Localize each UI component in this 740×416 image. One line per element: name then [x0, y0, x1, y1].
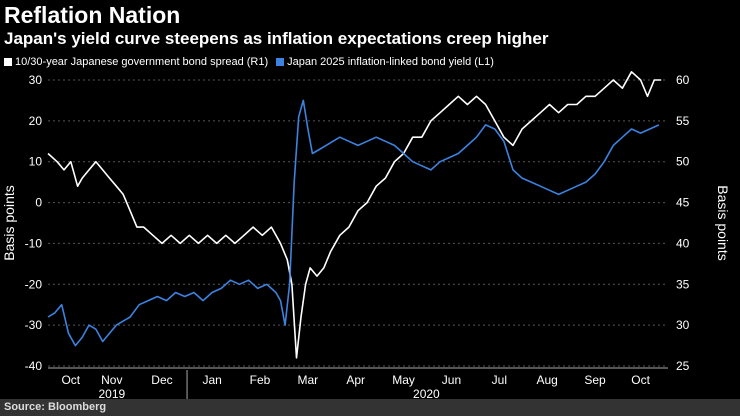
legend-item-inflation: Japan 2025 inflation-linked bond yield (… — [276, 56, 494, 68]
source-bar — [0, 399, 740, 416]
y-right-tick-label: 50 — [676, 155, 690, 169]
series-line-inflation — [47, 99, 660, 347]
x-tick-label: Oct — [61, 373, 80, 387]
y-left-tick-label: 20 — [29, 114, 43, 128]
x-tick-label: Sep — [584, 373, 606, 387]
y-right-tick-label: 35 — [676, 277, 690, 291]
y-left-tick-label: -40 — [25, 359, 43, 373]
x-tick-label: Oct — [631, 373, 650, 387]
x-year-label: 2019 — [98, 387, 125, 401]
y-right-tick-label: 40 — [676, 236, 690, 250]
x-tick-label: May — [392, 373, 415, 387]
y-left-tick-label: -20 — [25, 277, 43, 291]
y-left-tick-label: -30 — [25, 318, 43, 332]
series-line-spread — [47, 71, 662, 359]
y-right-tick-label: 60 — [676, 73, 690, 87]
y-right-axis-title: Basis points — [715, 185, 731, 260]
y-left-tick-label: 30 — [29, 73, 43, 87]
x-tick-label: Jun — [442, 373, 461, 387]
chart-subtitle: Japan's yield curve steepens as inflatio… — [4, 29, 549, 48]
y-left-axis-title: Basis points — [1, 185, 17, 260]
legend-item-spread: 10/30-year Japanese government bond spre… — [4, 56, 268, 68]
x-tick-label: Feb — [250, 373, 271, 387]
x-year-label: 2020 — [413, 387, 440, 401]
x-tick-label: Jan — [202, 373, 221, 387]
legend-swatch-white — [4, 58, 12, 66]
chart-title: Reflation Nation — [4, 2, 181, 28]
legend-swatch-blue — [276, 58, 285, 66]
y-right-tick-label: 30 — [676, 318, 690, 332]
x-tick-label: Jul — [492, 373, 507, 387]
y-left-tick-label: -10 — [25, 236, 43, 250]
x-tick-label: Mar — [298, 373, 319, 387]
y-right-tick-label: 45 — [676, 196, 690, 210]
legend: 10/30-year Japanese government bond spre… — [4, 56, 494, 68]
y-right-tick-label: 25 — [676, 359, 690, 373]
legend-label-spread: 10/30-year Japanese government bond spre… — [15, 56, 269, 68]
y-right-tick-label: 55 — [676, 114, 690, 128]
y-left-tick-label: 10 — [29, 155, 43, 169]
x-tick-label: Dec — [151, 373, 172, 387]
x-tick-label: Aug — [537, 373, 558, 387]
x-tick-label: Nov — [101, 373, 122, 387]
y-left-tick-label: 0 — [35, 196, 42, 210]
x-tick-label: Apr — [346, 373, 365, 387]
legend-label-inflation: Japan 2025 inflation-linked bond yield (… — [287, 56, 494, 68]
source-text: Source: Bloomberg — [4, 401, 107, 413]
